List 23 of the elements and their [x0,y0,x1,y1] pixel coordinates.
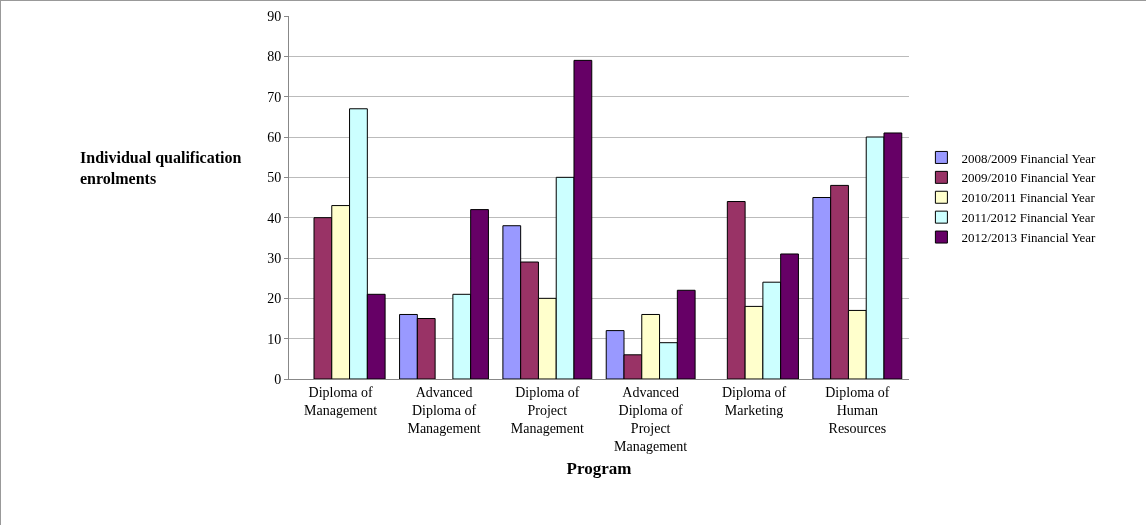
y-tick-label: 50 [267,170,282,186]
y-tick-label: 70 [267,89,282,105]
legend-label: 2008/2009 Financial Year [961,150,1097,166]
y-tick-label: 40 [267,210,282,226]
legend-label: 2012/2013 Financial Year [961,230,1097,246]
y-tick-label: 20 [267,291,282,307]
legend-label: 2011/2012 Financial Year [961,210,1096,226]
legend-label: 2010/2011 Financial Year [961,190,1096,206]
y-tick-label: 30 [267,250,282,266]
x-axis-title: Program [566,458,632,478]
x-tick-label: Advanced Diploma of Management [407,384,481,437]
x-tick-label: Diploma of Human Resources [825,384,890,437]
y-tick-label: 80 [267,49,282,65]
y-tick-label: 60 [267,129,282,145]
x-tick-label: Diploma of Marketing [721,384,787,418]
x-tick-label: Diploma of Project Management [510,384,584,437]
y-tick-label: 10 [267,331,282,347]
y-axis-title: Individual qualification enrolments [80,149,242,187]
x-tick-label: Advanced Diploma of Project Management [614,384,688,455]
y-tick-label: 90 [267,8,282,24]
legend-label: 2009/2010 Financial Year [961,170,1097,186]
x-tick-label: Diploma of Management [304,384,378,418]
y-tick-label: 0 [274,371,282,387]
